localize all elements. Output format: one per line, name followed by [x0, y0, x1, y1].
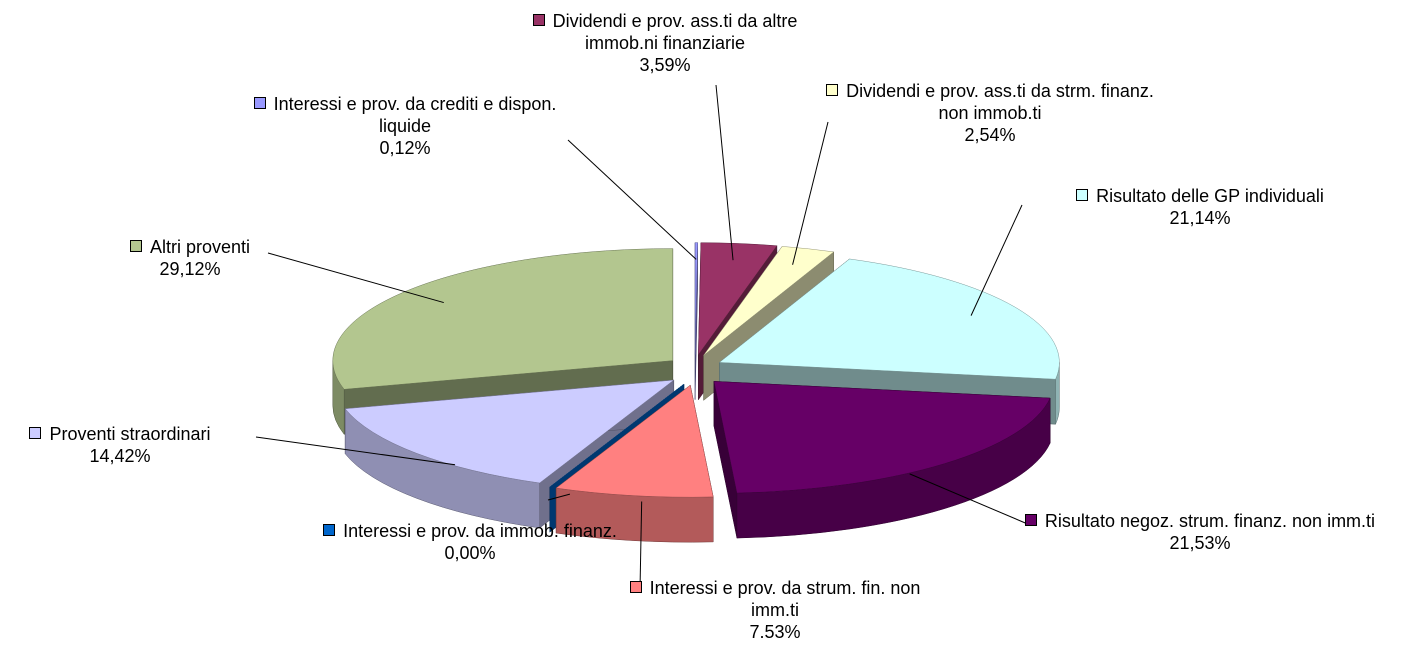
slice-value: 2,54%: [964, 125, 1016, 145]
leader-line: [639, 501, 643, 591]
slice-value: 21,14%: [1169, 208, 1231, 228]
slice-value: 3,59%: [639, 55, 691, 75]
data-label: Dividendi e prov. ass.ti da strm. finanz…: [820, 80, 1160, 146]
legend-swatch: [826, 84, 839, 96]
data-label: Risultato delle GP individuali 21,14%: [1020, 185, 1380, 229]
pie-slice: [344, 379, 675, 484]
pie-slice: [703, 246, 835, 356]
pie-slice: [694, 242, 698, 355]
leader-line: [547, 493, 571, 501]
slice-name: Proventi straordinari: [49, 424, 211, 444]
data-label: Proventi straordinari 14,42%: [0, 423, 245, 467]
legend-swatch: [1024, 514, 1037, 526]
slice-name: Altri proventi: [149, 237, 251, 257]
data-label: Risultato negoz. strum. finanz. non imm.…: [1010, 510, 1390, 554]
legend-swatch: [129, 240, 142, 252]
slice-value: 21,53%: [1169, 533, 1231, 553]
legend-swatch: [29, 427, 42, 439]
slice-value: 0,12%: [379, 138, 431, 158]
pie-slice: [713, 381, 1051, 494]
legend-swatch: [323, 524, 336, 536]
slice-name: Interessi e prov. da crediti e dispon. l…: [273, 94, 557, 136]
leader-line: [567, 139, 697, 260]
slice-name: Dividendi e prov. ass.ti da strm. finanz…: [846, 81, 1154, 123]
pie-slice: [332, 248, 674, 390]
data-label: Interessi e prov. da strum. fin. non imm…: [605, 577, 945, 643]
slice-name: Interessi e prov. da strum. fin. non imm…: [649, 578, 921, 620]
slice-value: 29,12%: [159, 259, 221, 279]
leader-line: [255, 436, 456, 466]
data-label: Interessi e prov. da immob. finanz. 0,00%: [305, 520, 635, 564]
slice-name: Risultato delle GP individuali: [1096, 186, 1324, 206]
leader-line: [715, 84, 734, 261]
pie-slice: [555, 384, 714, 498]
legend-swatch: [532, 14, 545, 26]
data-label: Dividendi e prov. ass.ti da altre immob.…: [510, 10, 820, 76]
legend-swatch: [1076, 189, 1089, 201]
slice-value: 14,42%: [89, 446, 151, 466]
slice-value: 7.53%: [749, 622, 801, 642]
leader-line: [970, 204, 1023, 316]
leader-line: [792, 121, 829, 265]
slice-name: Interessi e prov. da immob. finanz.: [343, 521, 617, 541]
slice-name: Dividendi e prov. ass.ti da altre immob.…: [552, 11, 798, 53]
legend-swatch: [629, 581, 642, 593]
leader-line: [909, 473, 1031, 526]
slice-value: 0,00%: [444, 543, 496, 563]
pie-slice: [698, 242, 778, 356]
slice-name: Risultato negoz. strum. finanz. non imm.…: [1044, 511, 1376, 531]
leader-line: [267, 252, 444, 304]
pie-slice: [718, 258, 1060, 380]
data-label: Altri proventi 29,12%: [85, 236, 295, 280]
data-label: Interessi e prov. da crediti e dispon. l…: [240, 93, 570, 159]
legend-swatch: [253, 97, 266, 109]
